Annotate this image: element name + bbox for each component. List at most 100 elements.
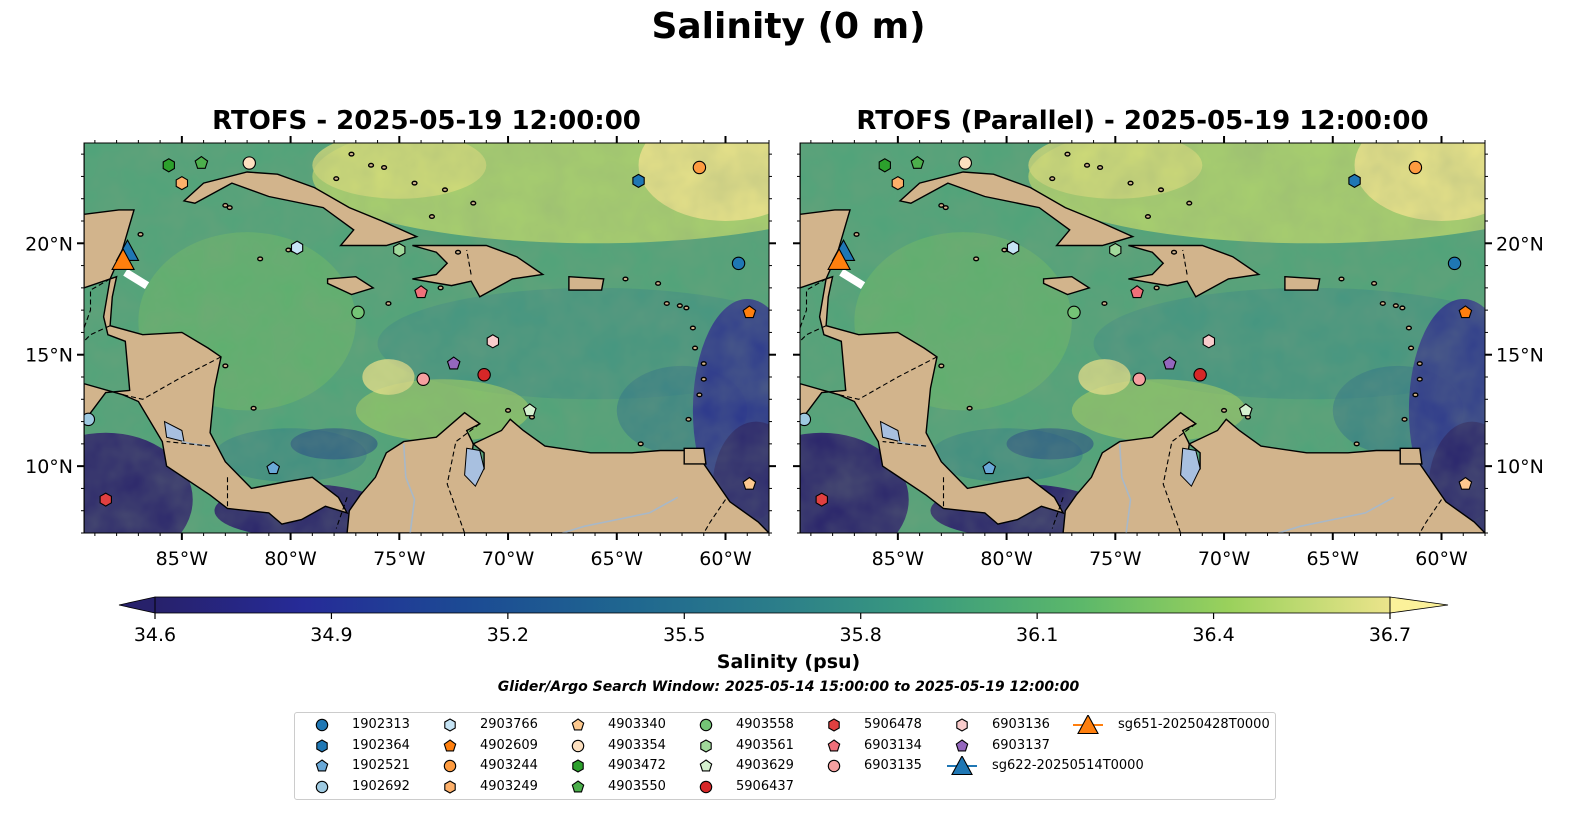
land-polygon — [1128, 244, 1261, 298]
argo-marker-2903766 — [290, 240, 304, 255]
argo-marker-4903340 — [1458, 476, 1473, 490]
colorbar-extend-max — [1389, 596, 1449, 614]
legend: 1902313 1902364 1902521 1902692 2903766 49026… — [294, 712, 1276, 800]
argo-marker-5906437 — [1193, 368, 1207, 382]
legend-label: 1902364 — [352, 738, 410, 753]
legend-symbol — [699, 718, 713, 732]
legend-symbol — [572, 759, 584, 773]
legend-label: 1902313 — [352, 717, 410, 732]
colorbar-label: Salinity (psu) — [716, 651, 861, 673]
argo-marker-1902364 — [632, 173, 645, 189]
legend-label: sg622-20250514T0000 — [992, 758, 1144, 773]
land-polygon — [326, 275, 375, 296]
argo-marker-5906478 — [99, 492, 112, 507]
argo-marker-5906437 — [477, 368, 491, 382]
lon-tick-label: 60°W — [1415, 548, 1468, 570]
argo-marker-5906478 — [815, 492, 828, 507]
argo-marker-6903136 — [1202, 334, 1216, 349]
argo-marker-4903244 — [1408, 160, 1423, 175]
colorbar-tick-label: 35.5 — [663, 624, 705, 646]
legend-symbol — [828, 718, 840, 732]
argo-marker-4903472 — [162, 158, 175, 173]
legend-label: sg651-20250428T0000 — [1118, 717, 1270, 732]
land-polygon — [1399, 447, 1423, 465]
lon-tick-label: 65°W — [591, 548, 644, 570]
colorbar-extend-min — [118, 596, 156, 614]
argo-marker-4903558 — [351, 305, 365, 320]
legend-symbol — [315, 780, 329, 794]
lat-tick-label: 15°N — [1496, 345, 1544, 367]
map-panel-rtofs: 85°W 80°W 75°W 70°W 65°W 60°W 20°N 15°N 10°N — [25, 136, 776, 570]
argo-marker-4903472 — [878, 158, 891, 173]
argo-marker-4903629 — [522, 403, 537, 417]
land-polygon — [412, 244, 545, 298]
colorbar-gradient — [155, 597, 1390, 613]
lon-tick-label: 70°W — [1198, 548, 1251, 570]
legend-label: 4903340 — [608, 717, 666, 732]
argo-marker-1902692 — [84, 412, 96, 427]
argo-marker-1902521 — [266, 461, 281, 475]
legend-label: 4903561 — [736, 738, 794, 753]
legend-label: 4903354 — [608, 738, 666, 753]
legend-symbol — [571, 739, 585, 753]
legend-label: 6903135 — [864, 758, 922, 773]
legend-symbol — [955, 739, 969, 752]
legend-symbol — [315, 759, 329, 772]
colorbar-tick-label: 36.7 — [1369, 624, 1411, 646]
land-polygon — [1284, 275, 1321, 291]
legend-symbol — [571, 718, 585, 731]
panel-title-rtofs-parallel: RTOFS (Parallel) - 2025-05-19 12:00:00 — [856, 106, 1429, 136]
argo-marker-4903558 — [1067, 305, 1081, 320]
argo-marker-1902313 — [731, 256, 746, 271]
legend-label: 4902609 — [480, 738, 538, 753]
legend-label: 5906478 — [864, 717, 922, 732]
lat-tick-label: 10°N — [25, 456, 73, 478]
lake-polygon — [464, 447, 485, 488]
argo-marker-4903249 — [891, 175, 905, 191]
legend-symbol — [316, 739, 328, 753]
legend-symbol — [827, 759, 841, 773]
argo-marker-4903550 — [910, 155, 925, 169]
legend-symbol — [699, 759, 713, 772]
argo-marker-1902521 — [982, 461, 997, 475]
map-frame — [83, 142, 770, 534]
argo-marker-4903249 — [175, 175, 189, 191]
argo-marker-6903136 — [486, 334, 500, 349]
colorbar-tick-label: 36.1 — [1016, 624, 1058, 646]
search-window-note: Glider/Argo Search Window: 2025-05-14 15… — [497, 679, 1080, 695]
salinity-colorbar: 34.6 34.9 35.2 35.5 35.8 36.1 36.4 36.7 — [118, 596, 1449, 646]
argo-marker-4903561 — [1109, 242, 1122, 258]
legend-label: 4903472 — [608, 758, 666, 773]
land-polygon — [182, 171, 419, 247]
legend-label: 5906437 — [736, 779, 794, 794]
argo-marker-6903134 — [414, 285, 428, 299]
legend-label: 4903249 — [480, 779, 538, 794]
glider-marker-sg651-20250428T0000 — [111, 247, 136, 270]
legend-symbol — [827, 739, 841, 752]
legend-label: 4903558 — [736, 717, 794, 732]
legend-symbol — [444, 780, 456, 794]
argo-marker-1902692 — [800, 412, 812, 427]
panel-title-rtofs: RTOFS - 2025-05-19 12:00:00 — [212, 106, 641, 136]
lon-tick-label: 60°W — [699, 548, 752, 570]
legend-symbol — [444, 718, 456, 732]
legend-symbol — [699, 780, 713, 794]
argo-marker-4903354 — [242, 156, 256, 170]
argo-marker-6903137 — [1162, 356, 1177, 370]
legend-label: 4903244 — [480, 758, 538, 773]
land-polygon — [683, 447, 707, 465]
lon-tick-label: 85°W — [156, 548, 209, 570]
legend-label: 6903137 — [992, 738, 1050, 753]
legend-symbol — [1077, 715, 1099, 735]
legend-label: 2903766 — [480, 717, 538, 732]
legend-symbol — [571, 780, 585, 793]
lat-tick-label: 15°N — [25, 345, 73, 367]
legend-symbol — [443, 759, 457, 773]
colorbar-tick-label: 35.2 — [487, 624, 529, 646]
land-polygon — [898, 171, 1135, 247]
lake-polygon — [1180, 447, 1201, 488]
colorbar-tick-label: 35.8 — [840, 624, 882, 646]
argo-marker-4903629 — [1238, 403, 1253, 417]
lat-tick-label: 20°N — [1496, 233, 1544, 255]
